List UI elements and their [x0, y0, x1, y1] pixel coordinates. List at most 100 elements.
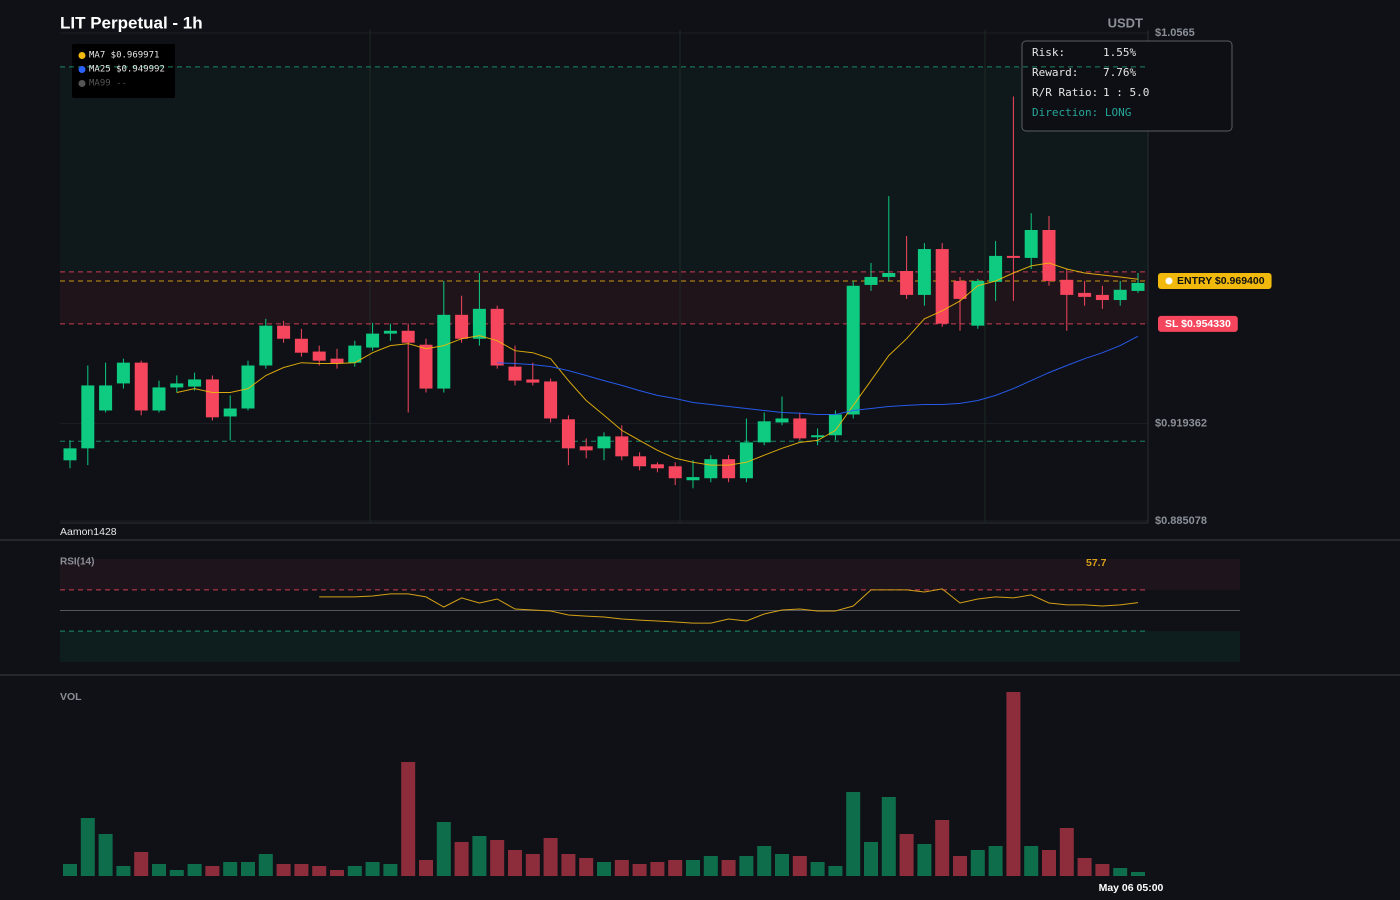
volume-bar — [864, 842, 878, 876]
level-tag-label: SL $0.954330 — [1165, 318, 1231, 330]
ma-legend-box — [72, 44, 175, 98]
candle-body — [650, 464, 664, 469]
volume-bar — [98, 834, 113, 876]
candle-body — [917, 249, 931, 295]
candle-body — [1024, 229, 1038, 258]
watermark: Aamon1428 — [60, 526, 117, 538]
volume-bar — [953, 856, 967, 876]
target-zone — [60, 66, 1148, 272]
volume-bar — [1113, 868, 1128, 876]
volume-bar — [134, 852, 149, 876]
risk-value: 1 : 5.0 — [1103, 86, 1149, 99]
candle-body — [1006, 255, 1020, 258]
level-tag-dot — [1165, 277, 1173, 285]
candle-body — [383, 330, 397, 334]
risk-label: Reward: — [1032, 66, 1078, 79]
volume-bar — [970, 850, 985, 876]
volume-bar — [330, 870, 344, 876]
candle-body — [811, 435, 825, 438]
y-tick-label: $1.0565 — [1155, 27, 1195, 39]
legend-dot — [78, 66, 86, 73]
candle-body — [1113, 289, 1127, 301]
candle-body — [615, 436, 629, 457]
candle-body — [561, 419, 575, 449]
volume-title: VOL — [60, 691, 82, 703]
volume-bar — [614, 860, 629, 876]
volume-bar — [472, 836, 487, 876]
layers — [60, 32, 1240, 662]
volume-bar — [1006, 692, 1021, 876]
volume-bar — [543, 838, 558, 876]
candle-body — [241, 365, 255, 409]
volume-bar — [1059, 828, 1074, 876]
candle-body — [526, 379, 540, 383]
level-tag-label: ENTRY $0.969400 — [1177, 275, 1265, 287]
rsi-title: RSI(14) — [60, 557, 94, 568]
risk-label: R/R Ratio: — [1032, 86, 1098, 99]
volume-bar — [312, 866, 327, 876]
candle-body — [419, 344, 433, 389]
legend-label: MA99 -- — [89, 79, 127, 89]
candle-body — [846, 285, 860, 415]
volume-bar — [597, 862, 611, 876]
direction: Direction: LONG — [1032, 106, 1131, 119]
volume-bar — [454, 842, 469, 876]
candle-body — [277, 325, 291, 339]
candle-body — [544, 381, 558, 419]
volume-bar — [419, 860, 433, 876]
candle-body — [864, 276, 878, 285]
level-tag-box — [1158, 315, 1238, 332]
volume-bar — [80, 818, 95, 876]
volume-bar — [579, 858, 594, 876]
volume-bar — [383, 864, 398, 876]
volume-bar — [347, 866, 362, 876]
candle-body — [330, 358, 344, 364]
y-tick-label: $0.885078 — [1155, 515, 1207, 527]
volume-bar — [63, 864, 77, 876]
chart-title: LIT Perpetual - 1h — [60, 13, 203, 32]
time-label: May 06 05:00 — [1099, 882, 1164, 894]
risk-value: 7.76% — [1103, 66, 1136, 79]
candle-body — [508, 366, 522, 381]
volume-bar — [988, 846, 1003, 876]
candle-body — [223, 408, 237, 417]
candle-body — [935, 249, 949, 324]
volume-bar — [739, 856, 754, 876]
candle-body — [686, 477, 700, 481]
y-tick-label: $0.919362 — [1155, 417, 1207, 429]
volume-bar — [223, 862, 238, 876]
volume-bar — [810, 862, 825, 876]
volume-bar — [828, 866, 843, 876]
legend-dot — [78, 52, 86, 59]
volume-bar — [1131, 872, 1145, 876]
volume-bar — [365, 862, 380, 876]
candle-body — [579, 446, 593, 451]
candle-body — [348, 345, 362, 363]
volume-bar — [436, 822, 451, 876]
volume-bar — [276, 864, 291, 876]
volume-bar — [241, 862, 255, 876]
candle-body — [259, 325, 273, 366]
candle-body — [828, 414, 842, 436]
volume-bar — [686, 860, 700, 876]
volume-bar — [935, 820, 950, 876]
volume-bar — [846, 792, 861, 876]
candle-body — [455, 314, 469, 339]
candle-body — [971, 280, 985, 326]
legend-label: MA25 $0.949992 — [89, 65, 165, 75]
candle-body — [401, 330, 415, 343]
volume-bar — [632, 864, 647, 876]
volume-bar — [1024, 846, 1039, 876]
candle-body — [739, 442, 753, 479]
candle-body — [1095, 294, 1109, 301]
candle-body — [989, 255, 1003, 282]
candle-body — [668, 466, 682, 479]
volume-bar — [1077, 858, 1092, 876]
oversold-zone — [60, 631, 1240, 662]
volume-bar — [401, 762, 416, 876]
volume-bar — [775, 854, 789, 876]
candle-body — [134, 362, 148, 411]
candle-body — [472, 308, 486, 339]
